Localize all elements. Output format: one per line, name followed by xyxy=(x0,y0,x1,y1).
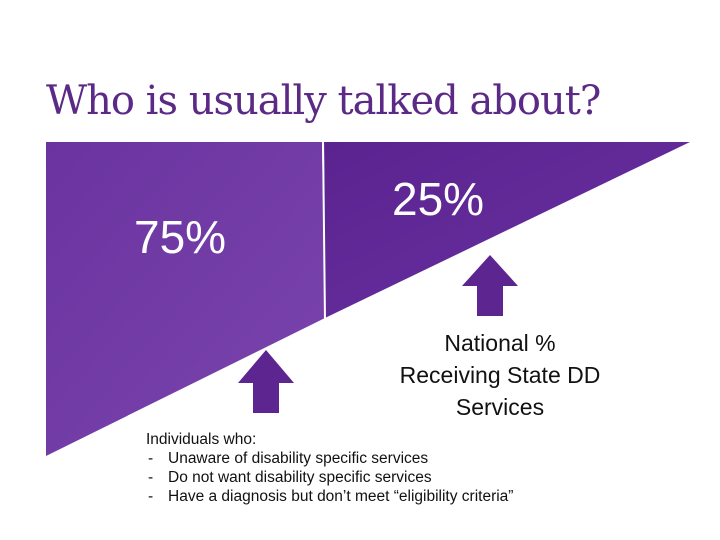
slide-title: Who is usually talked about? xyxy=(46,78,601,124)
national-label-line: National % xyxy=(444,330,556,356)
list-item: Do not want disability specific services xyxy=(146,468,546,487)
up-arrow-icon xyxy=(238,350,294,413)
segment-divider xyxy=(322,139,326,321)
individuals-heading: Individuals who: xyxy=(146,431,257,448)
national-label-line: Services xyxy=(455,394,545,420)
percent-75-label: 75% xyxy=(134,211,227,263)
national-label-line: Receiving State DD xyxy=(399,362,601,388)
national-label: National % Receiving State DD Services xyxy=(380,327,620,423)
individuals-list: Unaware of disability specific services … xyxy=(146,449,546,506)
individuals-description: Individuals who: Unaware of disability s… xyxy=(146,430,546,506)
segment-right-25 xyxy=(324,142,690,318)
segment-left-75 xyxy=(46,142,325,456)
list-item: Unaware of disability specific services xyxy=(146,449,546,468)
up-arrow-icon xyxy=(462,255,518,316)
percent-25-label: 25% xyxy=(392,173,485,225)
list-item: Have a diagnosis but don’t meet “eligibi… xyxy=(146,487,546,506)
